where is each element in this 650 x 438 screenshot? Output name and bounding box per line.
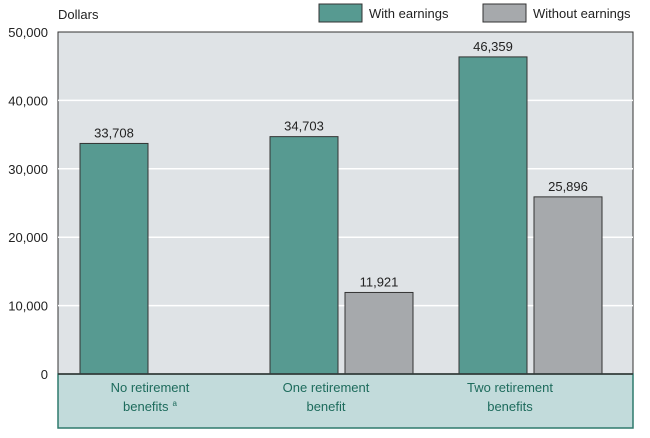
- data-label: 11,921: [360, 274, 399, 289]
- category-label: No retirement: [111, 380, 190, 395]
- bar: [533, 196, 603, 375]
- data-label: 25,896: [548, 179, 588, 194]
- category-label: One retirement: [283, 380, 370, 395]
- y-axis-label: Dollars: [58, 7, 99, 22]
- bar: [458, 56, 528, 375]
- bar: [79, 142, 149, 375]
- y-tick-label: 10,000: [8, 299, 48, 314]
- legend-label: With earnings: [369, 6, 449, 21]
- y-tick-label: 40,000: [8, 93, 48, 108]
- category-box: [57, 373, 634, 429]
- y-tick-label: 0: [41, 367, 48, 382]
- legend-swatch: [482, 3, 527, 23]
- category-label: benefits a: [123, 399, 178, 414]
- legend-label: Without earnings: [533, 6, 631, 21]
- data-label: 33,708: [94, 125, 134, 140]
- legend-swatch: [318, 3, 363, 23]
- y-tick-label: 30,000: [8, 162, 48, 177]
- bar: [269, 136, 339, 375]
- category-label: Two retirement: [467, 380, 553, 395]
- footnote-marker: a: [173, 399, 178, 408]
- category-label: benefit: [306, 399, 345, 414]
- bar: [344, 291, 414, 375]
- data-label: 46,359: [473, 39, 513, 54]
- y-tick-label: 20,000: [8, 230, 48, 245]
- data-label: 34,703: [284, 119, 324, 134]
- y-tick-label: 50,000: [8, 25, 48, 40]
- category-label: benefits: [487, 399, 533, 414]
